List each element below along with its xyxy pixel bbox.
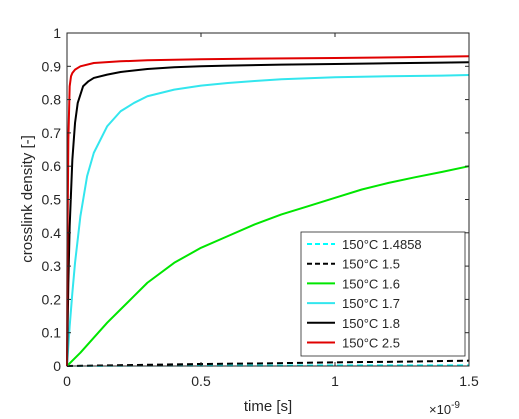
x-multiplier-label: ×10-9 <box>429 400 460 417</box>
y-tick-label: 0.2 <box>42 291 62 307</box>
legend-label-5: 150°C 1.8 <box>342 316 400 331</box>
series-line-2 <box>66 359 470 367</box>
axes-layer: 0 0.5 1 1.5 0 0.1 0.2 0.3 0.4 0.5 0.6 0.7 0.8 0.9 1 <box>42 25 479 389</box>
y-tick-label: 0.1 <box>42 325 62 341</box>
y-tick-label: 0 <box>53 358 61 374</box>
series-line-4 <box>66 73 470 367</box>
legend-entries: 150°C 1.4858 150°C 1.5 150°C 1.6 150°C 1.7 1… <box>307 237 422 351</box>
legend-label-3: 150°C 1.6 <box>342 276 400 291</box>
y-tick-label: 0.4 <box>42 225 62 241</box>
x-multiplier-exponent: -9 <box>451 400 460 411</box>
y-axis-label: crosslink density [-] <box>19 135 36 263</box>
legend-label-4: 150°C 1.7 <box>342 296 400 311</box>
y-tick-label: 0.3 <box>42 258 62 274</box>
y-tick-label: 0.7 <box>42 125 62 141</box>
x-tick-label: 0 <box>63 373 71 389</box>
plot-frame <box>66 32 470 367</box>
legend-label-1: 150°C 1.4858 <box>342 237 422 252</box>
x-multiplier-base: ×10 <box>429 402 451 417</box>
y-tick-label: 0.8 <box>42 92 62 108</box>
x-tick-label: 0.5 <box>191 373 211 389</box>
y-tick-label: 0.6 <box>42 158 62 174</box>
series-line-3 <box>66 165 470 367</box>
x-tick-label: 1 <box>331 373 339 389</box>
legend-label-2: 150°C 1.5 <box>342 257 400 272</box>
y-tick-label: 0.5 <box>42 192 62 208</box>
series-line-6 <box>66 55 470 367</box>
x-tick-label: 1.5 <box>459 373 479 389</box>
legend-box <box>300 231 466 357</box>
legend-label-6: 150°C 2.5 <box>342 336 400 351</box>
y-tick-label: 0.9 <box>42 58 62 74</box>
x-axis-label: time [s] <box>244 398 292 415</box>
series-line-5 <box>66 61 470 367</box>
y-tick-label: 1 <box>53 25 61 41</box>
legend: 150°C 1.4858 150°C 1.5 150°C 1.6 150°C 1.7 1… <box>300 231 466 357</box>
